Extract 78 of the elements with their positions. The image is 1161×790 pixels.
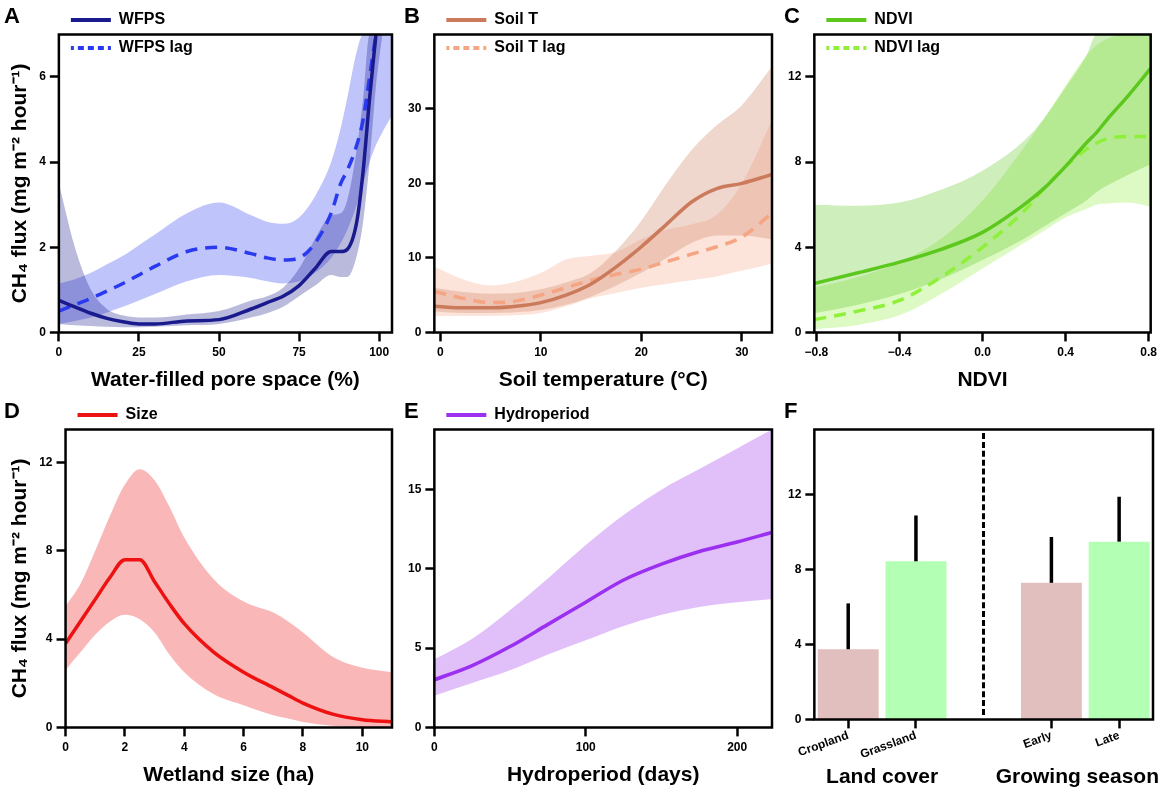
x-tick-label: 100 (575, 739, 597, 754)
bar (1088, 541, 1150, 719)
chart-title: F (784, 398, 798, 424)
y-tick-label: 8 (794, 154, 802, 169)
x-tick-label: 0.8 (1140, 344, 1158, 359)
x-tick-label: 10 (355, 739, 370, 754)
x-tick-label: 0 (431, 739, 438, 754)
y-tick-label: 4 (794, 636, 802, 651)
x-tick-label: 6 (240, 739, 248, 754)
x-tick-label: 0 (55, 344, 63, 359)
y-tick-label: 30 (407, 101, 422, 116)
x-axis-title: Hydroperiod (days) (506, 762, 700, 786)
text: Land cover (826, 764, 939, 788)
x-axis-title: Soil temperature (°C) (498, 367, 708, 391)
chart-title: E (404, 398, 419, 424)
y-tick-label: 4 (39, 154, 47, 169)
x-axis-title: Wetland size (ha) (143, 762, 315, 786)
x-tick-label: 100 (369, 344, 390, 359)
x-tick-label: 30 (735, 344, 749, 359)
x-tick-label: 8 (299, 739, 307, 754)
line-series (814, 66, 1151, 286)
x-tick-label: 200 (727, 739, 748, 754)
bar (1020, 582, 1082, 719)
line-series (434, 530, 772, 682)
bar (885, 561, 947, 719)
y-tick-label: 15 (407, 481, 422, 496)
legend-label: WFPS (118, 10, 166, 28)
x-tick-label: 50 (212, 344, 227, 359)
y-tick-label: 6 (39, 69, 47, 84)
y-tick-label: 2 (39, 239, 47, 254)
x-tick-label: 10 (534, 344, 548, 359)
y-tick-label: 5 (414, 640, 422, 655)
legend-label: WFPS lag (118, 38, 193, 56)
x-tick-label: −0.8 (804, 344, 829, 359)
y-tick-label: 4 (45, 631, 53, 646)
legend-label: NDVI lag (874, 38, 941, 56)
x-tick-label: 20 (634, 344, 649, 359)
y-tick-label: 12 (787, 487, 802, 502)
y-tick-label: 20 (407, 175, 422, 190)
text: Growing season (995, 764, 1159, 788)
legend-label: Soil T (494, 10, 539, 28)
x-tick-label: 75 (292, 344, 307, 359)
y-tick-label: 8 (45, 543, 53, 558)
line-series (65, 557, 392, 724)
legend-label: NDVI (874, 10, 913, 28)
x-tick-label: 4 (180, 739, 188, 754)
y-axis-title: CH₄ flux (mg m⁻² hour⁻¹) (7, 63, 31, 304)
y-tick-label: 8 (794, 562, 802, 577)
x-tick-label: 0.4 (1057, 344, 1075, 359)
x-tick-label: Late (1093, 727, 1122, 750)
line-series (434, 172, 772, 310)
chart-title: C (784, 3, 800, 29)
y-tick-label: 0 (414, 324, 422, 339)
x-tick-label: 0 (437, 344, 445, 359)
y-tick-label: 12 (787, 69, 802, 84)
x-tick-label: Early (1021, 727, 1054, 752)
x-tick-label: 0.0 (974, 344, 992, 359)
y-tick-label: 0 (794, 324, 802, 339)
x-axis-title: Water-filled pore space (%) (91, 367, 360, 391)
chart-title: A (4, 3, 20, 29)
y-tick-label: 0 (39, 324, 47, 339)
bar (817, 649, 879, 719)
y-tick-label: 0 (794, 711, 802, 726)
x-tick-label: 25 (132, 344, 146, 359)
chart-title: D (4, 398, 20, 424)
legend-label: Soil T lag (494, 38, 566, 56)
x-tick-label: −0.4 (887, 344, 912, 359)
legend-label: Hydroperiod (494, 405, 590, 423)
y-tick-label: 10 (407, 561, 422, 576)
x-tick-label: 0 (62, 739, 70, 754)
y-tick-label: 12 (39, 454, 53, 469)
x-tick-label: 2 (121, 739, 129, 754)
x-axis-title: NDVI (957, 367, 1008, 391)
y-axis-title: CH₄ flux (mg m⁻² hour⁻¹) (7, 458, 31, 699)
chart-title: B (404, 3, 420, 29)
y-tick-label: 4 (794, 239, 802, 254)
y-tick-label: 10 (407, 250, 422, 265)
legend-label: Size (125, 405, 158, 423)
